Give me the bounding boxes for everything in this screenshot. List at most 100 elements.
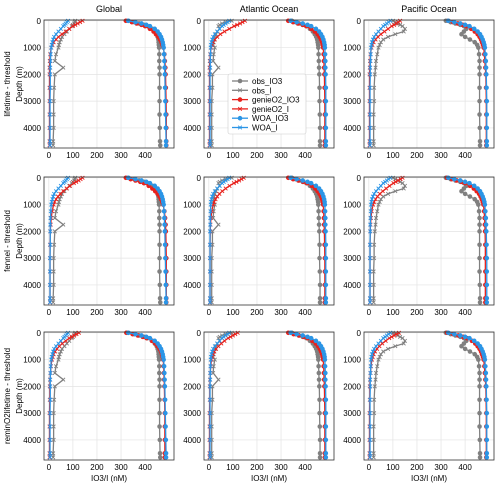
- y-tick-label: 2000: [183, 70, 201, 79]
- data-point: [305, 22, 310, 28]
- data-point: [157, 437, 163, 443]
- series-WOA_I: [207, 330, 232, 460]
- data-point: [371, 242, 377, 247]
- data-point: [323, 300, 329, 305]
- data-point: [162, 222, 167, 227]
- data-point: [371, 282, 376, 288]
- data-point: [371, 125, 376, 131]
- data-point: [385, 34, 391, 39]
- plot-area: [44, 20, 174, 148]
- y-tick-label: 0: [37, 329, 42, 338]
- data-point: [323, 65, 328, 70]
- data-point: [53, 32, 59, 37]
- data-point: [157, 410, 162, 416]
- data-point: [445, 330, 451, 336]
- x-tick-label: 200: [250, 463, 264, 472]
- data-point: [391, 333, 397, 338]
- data-point: [367, 282, 373, 288]
- data-point: [476, 202, 481, 207]
- x-tick-label: 400: [138, 308, 152, 317]
- series-WOA_I: [367, 18, 393, 148]
- data-point: [215, 194, 220, 199]
- data-point: [157, 85, 162, 91]
- data-point: [367, 296, 373, 301]
- data-point: [462, 191, 468, 197]
- data-point: [317, 255, 322, 261]
- data-point: [300, 333, 306, 338]
- data-point: [77, 20, 83, 25]
- y-tick-label: 2000: [183, 227, 201, 236]
- legend-item: obs_IO3: [232, 77, 283, 86]
- data-point: [317, 451, 323, 456]
- data-point: [52, 370, 57, 376]
- data-point: [163, 139, 169, 144]
- data-point: [373, 58, 379, 64]
- data-point: [368, 364, 373, 369]
- data-point: [371, 269, 376, 274]
- data-point: [393, 32, 398, 37]
- x-tick-label: 300: [434, 463, 448, 472]
- data-point: [373, 32, 379, 37]
- data-point: [371, 296, 376, 301]
- data-point: [51, 34, 57, 39]
- series-WOA_IO3: [445, 175, 490, 305]
- y-tick-label: 2000: [343, 227, 361, 236]
- data-point: [48, 229, 53, 234]
- data-point: [47, 139, 53, 144]
- data-point: [157, 98, 162, 104]
- data-point: [52, 215, 57, 221]
- x-tick-label: 400: [298, 463, 312, 472]
- data-point: [394, 21, 399, 26]
- data-point: [157, 229, 162, 234]
- data-point: [313, 26, 319, 32]
- x-tick-label: 0: [207, 463, 212, 472]
- data-point: [482, 357, 488, 362]
- data-point: [216, 65, 221, 70]
- data-point: [47, 455, 53, 460]
- data-point: [163, 296, 169, 301]
- data-point: [323, 112, 329, 117]
- data-point: [211, 191, 216, 196]
- data-point: [48, 52, 53, 57]
- data-point: [323, 242, 329, 248]
- data-point: [367, 125, 373, 131]
- x-axis-label: IO3/I (nM): [91, 474, 127, 483]
- x-tick-label: 0: [47, 463, 52, 472]
- data-point: [477, 255, 482, 261]
- data-point: [484, 296, 490, 301]
- data-point: [157, 208, 162, 214]
- data-point: [477, 451, 483, 456]
- data-point: [477, 58, 482, 64]
- data-point: [376, 45, 381, 50]
- data-point: [233, 332, 238, 337]
- data-point: [207, 455, 213, 460]
- data-point: [477, 397, 482, 403]
- data-point: [55, 194, 61, 199]
- y-tick-label: 2000: [23, 70, 41, 79]
- data-point: [317, 125, 323, 131]
- data-point: [477, 139, 483, 144]
- data-point: [371, 300, 376, 305]
- data-point: [385, 346, 391, 351]
- data-point: [157, 222, 162, 227]
- data-point: [471, 338, 477, 344]
- column-title: Atlantic Ocean: [240, 4, 299, 14]
- data-point: [477, 269, 482, 274]
- data-point: [368, 229, 373, 234]
- data-point: [213, 197, 218, 202]
- data-point: [52, 58, 57, 64]
- data-point: [163, 455, 169, 460]
- data-point: [47, 99, 53, 104]
- data-point: [216, 336, 221, 341]
- data-point: [51, 282, 56, 288]
- y-tick-label: 0: [357, 174, 362, 183]
- x-tick-label: 0: [47, 151, 52, 160]
- data-point: [56, 202, 61, 207]
- data-point: [48, 222, 53, 227]
- plot-frame: [363, 19, 495, 149]
- data-point: [323, 85, 329, 91]
- data-point: [51, 143, 56, 148]
- x-tick-label: 200: [410, 151, 424, 160]
- y-tick-label: 0: [197, 329, 202, 338]
- data-point: [467, 349, 473, 354]
